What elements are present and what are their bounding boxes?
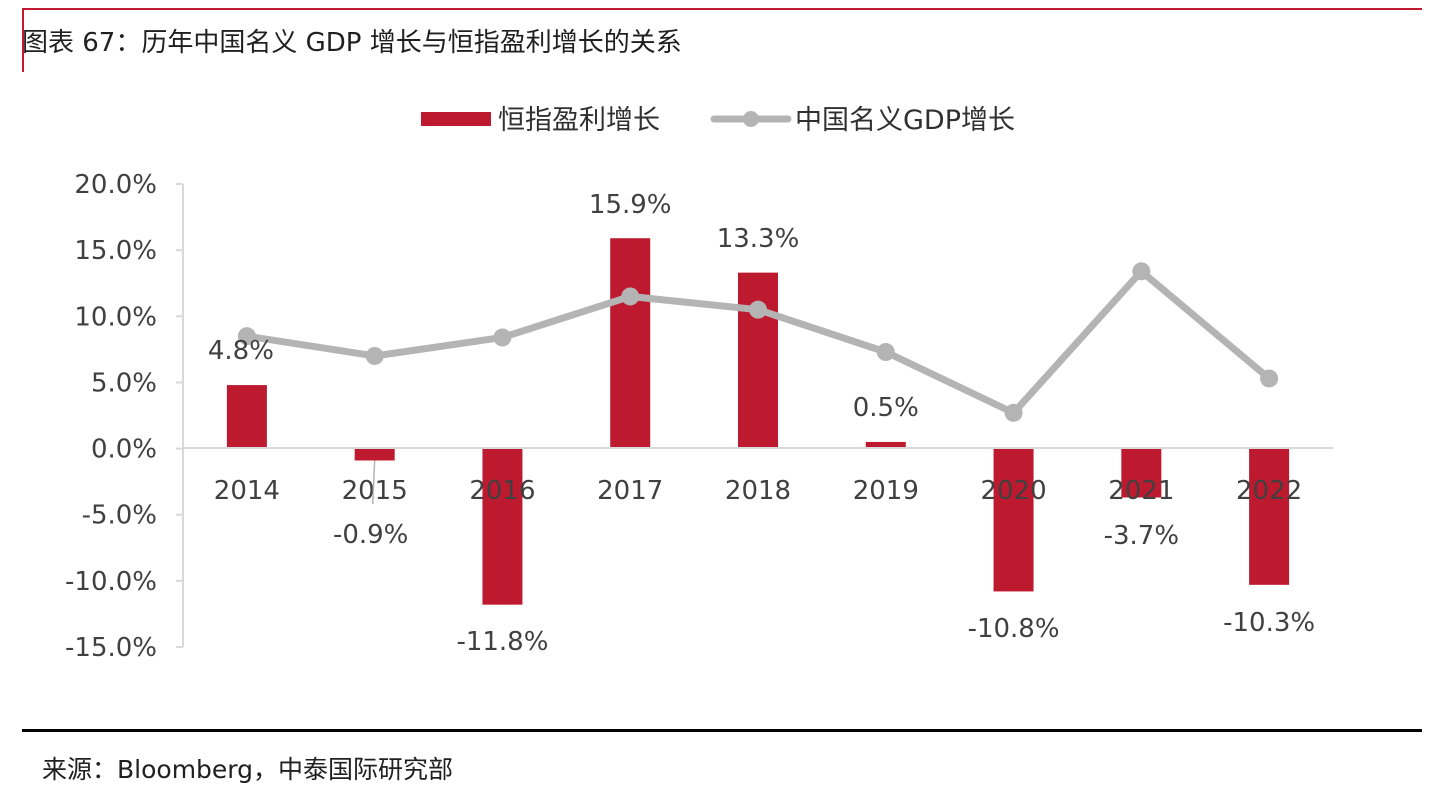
gdp-point-2020 (1004, 403, 1023, 422)
y-tick-label: 5.0% (91, 368, 157, 398)
x-tick-label: 2018 (725, 476, 791, 506)
gdp-point-2017 (621, 287, 640, 306)
page-title: 图表 67：历年中国名义 GDP 增长与恒指盈利增长的关系 (22, 28, 682, 58)
source-note: 来源：Bloomberg，中泰国际研究部 (42, 755, 453, 784)
data-label-2020: -10.8% (968, 614, 1060, 644)
x-tick-label: 2020 (980, 476, 1046, 506)
data-label-2014: 4.8% (208, 336, 274, 366)
data-label-2022: -10.3% (1223, 608, 1315, 638)
y-tick-label: 0.0% (91, 435, 157, 465)
legend-label-bar: 恒指盈利增长 (498, 105, 660, 136)
y-tick-label: -10.0% (65, 567, 157, 597)
bar-2016 (482, 448, 523, 605)
gdp-point-2014 (237, 327, 256, 346)
x-tick-label: 2016 (469, 476, 535, 506)
gdp-point-2019 (876, 343, 895, 362)
bar-2022 (1249, 448, 1290, 585)
y-tick-label: -5.0% (82, 501, 157, 531)
gdp-point-2018 (749, 300, 767, 319)
gdp-point-2021 (1132, 262, 1151, 281)
bar-2014 (226, 385, 267, 449)
chart-figure: 恒指盈利增长 中国名义GDP增长 20.0% 15.0% 10.0% 5.0% 0.0% -5… (65, 105, 1333, 663)
bar-2015 (354, 448, 395, 461)
x-tick-label: 2021 (1108, 476, 1174, 506)
footer-divider (22, 729, 1422, 732)
data-label-2021: -3.7% (1104, 521, 1179, 551)
bar-2020 (993, 448, 1034, 592)
gdp-point-2015 (365, 346, 384, 365)
gdp-point-2022 (1260, 369, 1279, 388)
x-tick-label: 2015 (342, 476, 408, 506)
x-tick-label: 2014 (214, 476, 280, 506)
legend-label-line: 中国名义GDP增长 (795, 105, 1015, 136)
bar-2018 (738, 272, 778, 449)
data-label-2018: 13.3% (717, 224, 800, 254)
gdp-point-2016 (493, 328, 512, 347)
x-tick-label: 2019 (853, 476, 919, 506)
bar-2019 (865, 441, 906, 449)
data-label-2019: 0.5% (853, 393, 919, 423)
y-tick-label: 10.0% (74, 302, 157, 332)
label-leader-line (371, 460, 376, 505)
x-tick-label: 2017 (597, 476, 663, 506)
data-label-2016: -11.8% (456, 627, 548, 657)
bar-2021 (1121, 448, 1162, 498)
legend-swatch-marker (743, 111, 759, 127)
data-label-2015: -0.9% (333, 520, 408, 550)
y-tick-label: -15.0% (65, 633, 157, 663)
legend-swatch-bar (421, 112, 491, 126)
x-tick-label: 2022 (1236, 476, 1302, 506)
data-label-2017: 15.9% (589, 190, 672, 220)
y-tick-label: 15.0% (74, 236, 157, 266)
title-frame (22, 8, 1422, 72)
y-tick-label: 20.0% (74, 170, 157, 200)
bar-2017 (610, 238, 651, 449)
